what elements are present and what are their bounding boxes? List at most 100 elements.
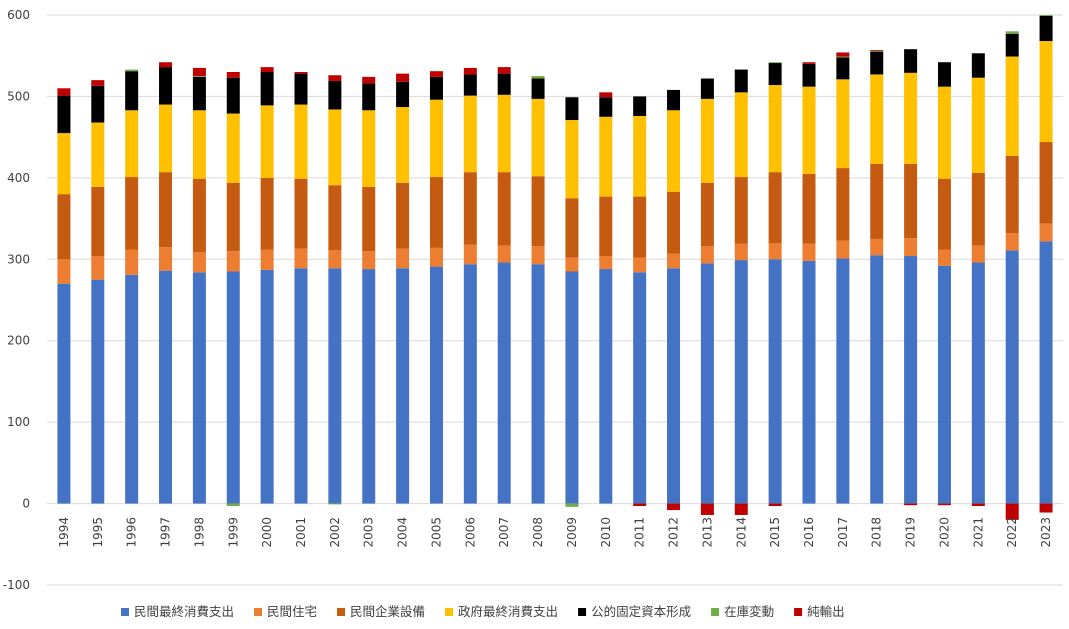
bar-segment	[870, 51, 884, 75]
legend-swatch	[794, 608, 803, 616]
bar-segment	[870, 238, 884, 256]
legend-label: 純輸出	[807, 604, 845, 619]
x-tick-label: 1996	[125, 517, 139, 548]
bar-segment	[870, 164, 884, 239]
x-tick-label: 2011	[633, 517, 647, 548]
bar-segment	[1039, 15, 1053, 42]
bar-segment	[870, 50, 884, 51]
bar-segment	[362, 76, 376, 84]
bar-segment	[599, 116, 613, 197]
bar-segment	[667, 191, 681, 254]
x-tick-label: 2021	[971, 517, 985, 548]
bar-segment	[971, 53, 985, 78]
bar-segment	[429, 76, 443, 100]
x-tick-label: 2018	[870, 517, 884, 548]
bar-segment	[870, 50, 884, 52]
x-tick-label: 1999	[226, 517, 240, 548]
bar-segment	[125, 274, 139, 504]
bar-segment	[633, 503, 647, 507]
x-tick-label: 2004	[396, 517, 410, 548]
bar-segment	[904, 164, 918, 239]
bar-segment	[159, 67, 173, 105]
x-tick-label: 2014	[734, 517, 748, 548]
bar-segment	[57, 88, 71, 96]
bar-segment	[463, 95, 477, 173]
y-tick-label: 600	[7, 8, 30, 22]
bar-segment	[1005, 33, 1019, 57]
legend-swatch	[254, 608, 263, 616]
bar-segment	[1005, 250, 1019, 504]
bar-segment	[768, 63, 782, 86]
bar-segment	[159, 247, 173, 271]
bar-segment	[260, 269, 274, 504]
bar-segment	[802, 260, 816, 504]
bar-segment	[802, 173, 816, 244]
x-axis: 1994 1995 1996 1997 1998 1999 2000 2001 2002 2003…	[57, 517, 1053, 548]
bar-segment	[937, 178, 951, 250]
bar-segment	[904, 238, 918, 257]
bar-segment	[362, 110, 376, 187]
bar-segment	[836, 52, 850, 57]
bar-segment	[836, 258, 850, 504]
bar-segment	[294, 268, 308, 504]
x-tick-label: 2009	[565, 517, 579, 548]
bar-segment	[802, 86, 816, 174]
legend-item: 純輸出	[794, 604, 845, 619]
bar-segment	[192, 272, 206, 504]
bar-segment	[599, 97, 613, 117]
bar-segment	[667, 253, 681, 269]
bar-segment	[971, 172, 985, 246]
bar-segment	[226, 77, 240, 114]
bar-segment	[937, 503, 951, 506]
bar-segment	[226, 251, 240, 272]
bar-segment	[1039, 15, 1053, 16]
bar-segment	[192, 110, 206, 179]
bar-segment	[633, 272, 647, 504]
bar-segment	[667, 89, 681, 111]
bar-segment	[91, 122, 105, 187]
bar-segment	[1039, 241, 1053, 504]
bar-segment	[294, 73, 308, 105]
gridlines	[47, 14, 1063, 586]
legend-swatch	[337, 608, 346, 616]
bar-segment	[565, 97, 579, 121]
bar-segment	[768, 85, 782, 173]
bar-segment	[734, 243, 748, 261]
bar-segment	[971, 77, 985, 173]
legend-swatch	[578, 608, 587, 616]
legend-swatch	[445, 608, 454, 616]
bar-segment	[192, 76, 206, 111]
bar-segment	[937, 62, 951, 87]
bar-segment	[328, 80, 342, 110]
bar-segment	[463, 74, 477, 96]
bar-segment	[531, 176, 545, 247]
bar-segment	[904, 49, 918, 73]
bar-segment	[768, 243, 782, 260]
legend-item: 民間企業設備	[337, 604, 425, 619]
bar-segment	[836, 79, 850, 169]
x-tick-label: 2017	[836, 517, 850, 548]
bar-segment	[768, 503, 782, 507]
x-tick-label: 2013	[700, 517, 714, 548]
bar-segment	[633, 115, 647, 197]
bar-segment	[802, 62, 816, 64]
bar-segment	[836, 168, 850, 241]
bar-segment	[294, 248, 308, 269]
bar-segment	[1005, 155, 1019, 234]
bar-segment	[91, 256, 105, 280]
bar-segment	[531, 76, 545, 79]
bar-segment	[463, 67, 477, 75]
bar-segment	[565, 271, 579, 504]
legend-label: 在庫変動	[724, 604, 774, 619]
bar-segment	[396, 268, 410, 504]
x-tick-label: 2023	[1039, 517, 1053, 548]
x-tick-label: 2008	[531, 517, 545, 548]
bar-segment	[1039, 41, 1053, 143]
bar-segment	[57, 283, 71, 504]
bar-segment	[667, 110, 681, 192]
bar-segment	[700, 78, 714, 99]
bar-segment	[836, 57, 850, 80]
x-tick-label: 2020	[937, 517, 951, 548]
bar-segment	[328, 109, 342, 186]
